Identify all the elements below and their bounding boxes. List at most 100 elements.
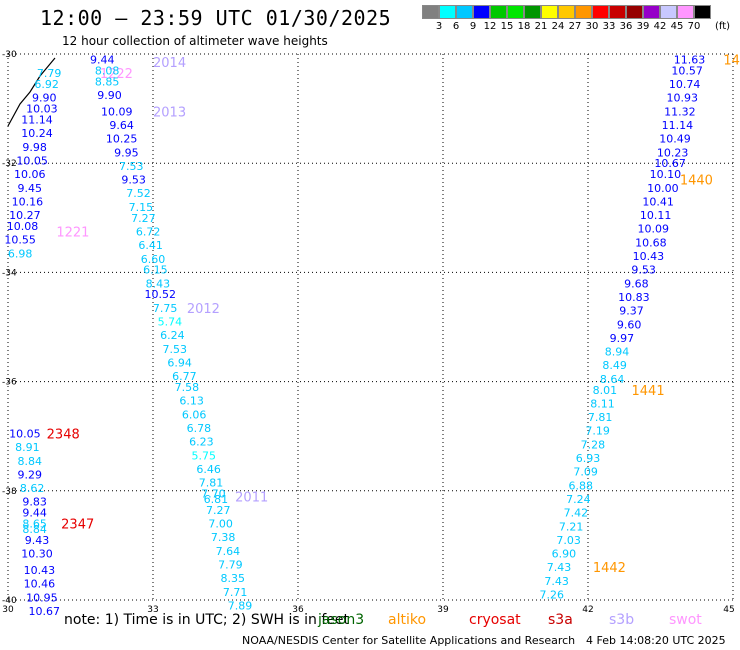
wave-height-value: 10.67 — [654, 157, 686, 170]
wave-height-points: 7.796.929.9010.0311.1410.249.9810.0510.0… — [4, 53, 705, 617]
wave-height-value: 7.09 — [573, 466, 598, 479]
legend-altiko: altiko — [388, 612, 427, 628]
wave-height-value: 6.24 — [160, 329, 185, 342]
wave-height-value: 9.37 — [619, 305, 644, 318]
wave-height-value: 11.63 — [674, 53, 706, 66]
wave-height-value: 7.71 — [223, 586, 248, 599]
wave-height-value: 10.68 — [635, 236, 667, 249]
scale-swatch — [541, 5, 558, 19]
lon-tick-label: 45 — [723, 605, 734, 615]
wave-height-value: 10.93 — [667, 92, 699, 105]
wave-height-value: 10.95 — [26, 591, 58, 604]
wave-height-value: 10.08 — [7, 220, 39, 233]
wave-height-value: 10.09 — [638, 223, 670, 236]
wave-height-value: 6.81 — [204, 493, 229, 506]
note-text: note: 1) Time is in UTC; 2) SWH is in fe… — [64, 612, 350, 628]
track-d: 11.6310.5710.7410.9311.3211.1410.4910.23… — [540, 53, 706, 601]
wave-height-value: 6.15 — [143, 264, 168, 277]
wave-height-value: 7.81 — [199, 477, 224, 490]
wave-height-value: 9.44 — [90, 53, 115, 66]
wave-height-value: 10.06 — [14, 168, 46, 181]
scale-swatch — [677, 5, 694, 19]
scale-label: 42 — [653, 21, 667, 32]
coastline-path — [7, 57, 56, 127]
wave-height-value: 8.91 — [15, 441, 40, 454]
scale-label: 12 — [483, 21, 497, 32]
wave-height-value: 10.16 — [12, 195, 44, 208]
wave-height-value: 10.25 — [106, 133, 138, 146]
scale-swatch — [439, 5, 456, 19]
wave-height-value: 8.94 — [605, 346, 630, 359]
wave-height-value: 7.81 — [588, 411, 613, 424]
wave-height-value: 8.08 — [95, 64, 120, 77]
wave-height-value: 6.60 — [141, 253, 166, 266]
wave-height-value: 10.05 — [16, 154, 48, 167]
wave-height-value: 10.41 — [642, 195, 674, 208]
wave-height-value: 9.43 — [25, 534, 50, 547]
wave-height-value: 11.32 — [664, 105, 696, 118]
wave-height-value: 9.64 — [109, 119, 134, 132]
scale-swatch — [558, 5, 575, 19]
wave-height-value: 10.55 — [4, 234, 36, 247]
wave-height-value: 10.24 — [21, 127, 53, 140]
wave-height-value: 7.89 — [228, 599, 253, 612]
wave-height-value: 9.90 — [32, 92, 57, 105]
pass-time-label: 2011 — [235, 490, 268, 505]
scale-swatch — [694, 5, 711, 19]
map-grid — [7, 53, 734, 601]
wave-height-value: 8.65 — [22, 518, 47, 531]
wave-height-value: 10.67 — [29, 605, 61, 618]
lat-tick-label: -36 — [2, 378, 17, 388]
legend-cryosat: cryosat — [469, 612, 521, 628]
wave-height-value: 6.46 — [196, 463, 221, 476]
pass-time-label: 1440 — [680, 174, 713, 189]
wave-height-value: 7.43 — [547, 561, 572, 574]
legend-s3b: s3b — [609, 612, 635, 628]
wave-height-value: 7.64 — [216, 545, 241, 558]
scale-label: 9 — [469, 21, 477, 32]
wave-height-value: 8.43 — [146, 277, 171, 290]
wave-height-value: 6.78 — [187, 422, 212, 435]
lat-tick-label: -30 — [2, 50, 17, 60]
scale-swatch — [490, 5, 507, 19]
scale-swatch — [422, 5, 439, 19]
wave-height-value: 6.93 — [576, 452, 601, 465]
wave-height-value: 6.72 — [136, 225, 161, 238]
wave-height-value: 9.53 — [631, 264, 656, 277]
lon-tick-label: 36 — [292, 605, 304, 615]
wave-height-value: 7.24 — [566, 493, 591, 506]
scale-swatch — [524, 5, 541, 19]
scale-label: 45 — [670, 21, 684, 32]
pass-time-label: 1441 — [632, 384, 665, 399]
pass-time-labels: 1222201420131221201223482347201114314401… — [47, 53, 740, 576]
wave-height-value: 7.21 — [559, 520, 584, 533]
track-c: 10.058.918.849.298.629.839.448.658.849.4… — [9, 427, 60, 617]
scale-swatch — [507, 5, 524, 19]
map-title: 12:00 – 23:59 UTC 01/30/2025 — [40, 6, 392, 30]
scale-label: 39 — [636, 21, 650, 32]
wave-height-value: 9.60 — [617, 318, 642, 331]
wave-height-value: 10.74 — [669, 78, 701, 91]
pass-time-label: 2347 — [61, 518, 94, 533]
scale-unit: (ft) — [715, 21, 731, 32]
wave-height-value: 7.03 — [556, 534, 581, 547]
lon-tick-label: 39 — [437, 605, 449, 615]
axis-tick-labels: 30 33 36 39 42 45 -30 -32 -34 -36 -38 -40 — [2, 50, 735, 615]
wave-height-value: 9.29 — [18, 468, 43, 481]
wave-height-value: 9.68 — [624, 277, 649, 290]
wave-height-value: 8.49 — [602, 359, 627, 372]
wave-height-value: 7.75 — [153, 302, 178, 315]
wave-height-value: 10.43 — [633, 250, 665, 263]
scale-swatch — [643, 5, 660, 19]
wave-height-value: 7.58 — [175, 381, 200, 394]
legend-jason3: jason3 — [318, 612, 365, 628]
wave-height-value: 6.98 — [8, 247, 33, 260]
lon-tick-label: 33 — [147, 605, 158, 615]
scale-label: 70 — [687, 21, 701, 32]
lat-tick-label: -34 — [2, 268, 17, 278]
wave-height-value: 6.94 — [167, 356, 192, 369]
pass-time-label: 1221 — [56, 225, 89, 240]
scale-label: 6 — [452, 21, 460, 32]
wave-height-value: 10.09 — [101, 105, 133, 118]
